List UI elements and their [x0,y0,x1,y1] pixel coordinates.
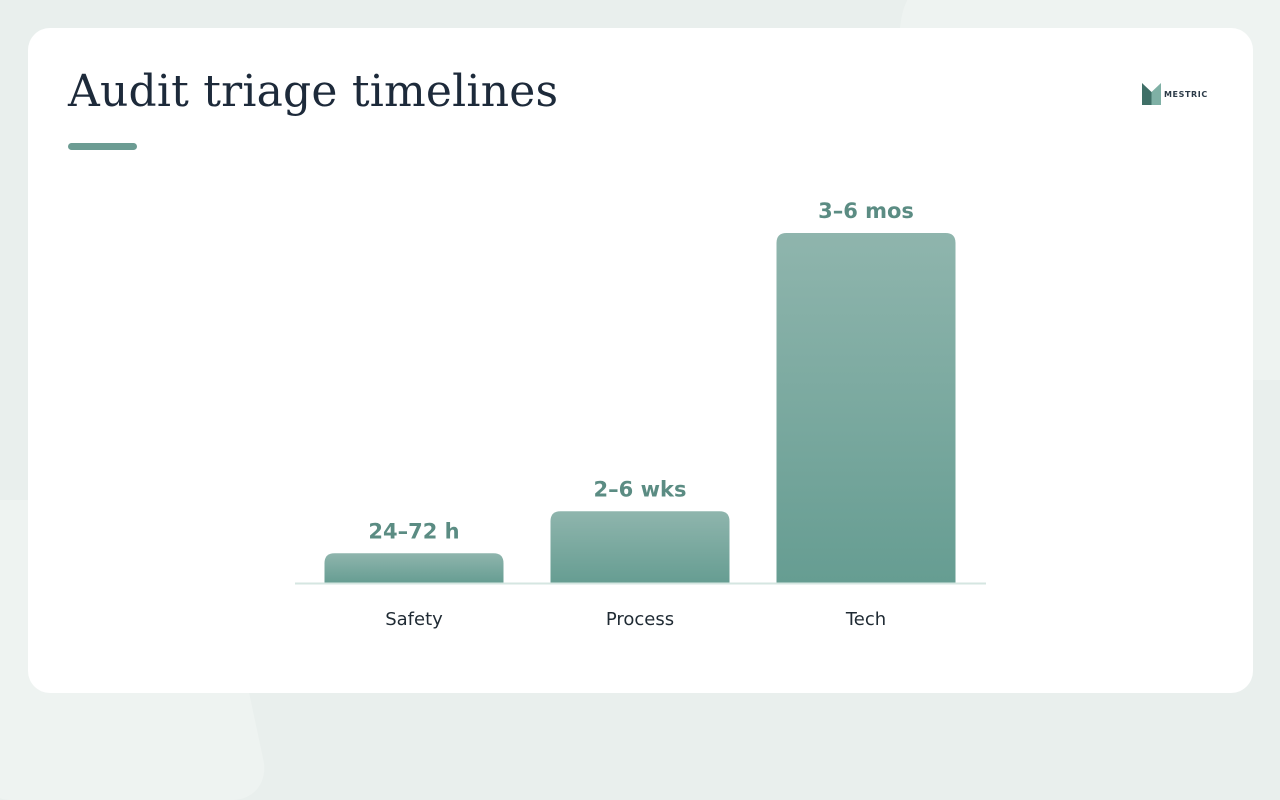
data-label: 3–6 mos [818,199,914,223]
data-label: 2–6 wks [594,477,687,501]
bar-chart: 24–72 h Safety 2–6 wks Process 3–6 mos Tech [295,199,986,630]
bar-tech [776,233,956,583]
bar-process [550,511,730,583]
category-label: Tech [845,609,886,630]
category-label: Safety [385,609,443,630]
brand-logo: MESTRIC [1142,83,1208,105]
slide-title: Audit triage timelines [68,66,559,117]
logo-wordmark: MESTRIC [1164,89,1208,99]
logo-mark-icon [1142,83,1161,105]
title-underline [68,143,137,150]
bar-safety [324,553,504,583]
data-label: 24–72 h [368,519,459,543]
category-label: Process [606,609,674,630]
